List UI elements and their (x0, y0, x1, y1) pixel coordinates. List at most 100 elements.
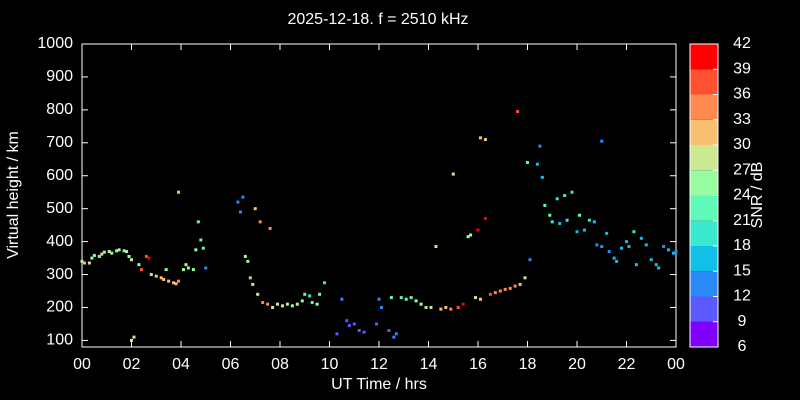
point (181, 268, 185, 272)
point (162, 277, 166, 281)
point (434, 245, 438, 249)
x-tick-label: 18 (519, 356, 537, 373)
point (285, 302, 289, 306)
point (600, 139, 604, 143)
colorbar-bin (690, 220, 718, 246)
point (196, 220, 200, 224)
point (177, 190, 181, 194)
x-tick-label: 22 (618, 356, 636, 373)
point (177, 279, 181, 283)
point (672, 251, 676, 255)
point (362, 330, 366, 334)
point (194, 248, 198, 252)
point (323, 281, 327, 285)
point (639, 236, 643, 240)
point (577, 213, 581, 217)
point (315, 302, 319, 306)
point (627, 245, 631, 249)
y-tick-label: 700 (46, 134, 73, 151)
y-tick-label: 500 (46, 200, 73, 217)
point (243, 254, 247, 258)
point (154, 274, 158, 278)
point (540, 175, 544, 179)
point (449, 307, 453, 311)
point (483, 217, 487, 221)
y-tick-label: 400 (46, 233, 73, 250)
point (246, 259, 250, 263)
point (241, 195, 245, 199)
point (625, 240, 628, 244)
x-tick-label: 00 (73, 356, 91, 373)
colorbar-tick-label: 12 (733, 288, 751, 305)
y-tick-label: 100 (46, 332, 73, 349)
point (612, 256, 616, 260)
point (476, 228, 480, 232)
point (414, 299, 418, 303)
colorbar-bin (690, 246, 718, 272)
point (125, 249, 129, 253)
x-tick-label: 12 (370, 356, 388, 373)
point (87, 261, 91, 265)
colorbar-tick-label: 18 (733, 237, 751, 254)
point (474, 296, 478, 300)
point (248, 276, 252, 280)
point (164, 268, 168, 272)
point (280, 304, 284, 308)
point (130, 338, 133, 342)
point (253, 207, 257, 211)
point (90, 256, 94, 260)
point (251, 282, 255, 286)
point (127, 254, 131, 258)
point (595, 243, 599, 247)
point (271, 305, 275, 309)
point (526, 161, 529, 165)
colorbar-bin (690, 271, 718, 297)
point (199, 238, 203, 242)
point (174, 282, 178, 286)
point (276, 302, 280, 306)
point (493, 291, 497, 295)
point (662, 245, 666, 249)
colorbar-tick-label: 39 (733, 60, 751, 77)
point (100, 252, 104, 256)
point (592, 220, 596, 224)
point (107, 249, 111, 253)
point (451, 172, 455, 176)
point (548, 213, 552, 217)
point (149, 273, 153, 277)
point (535, 162, 539, 166)
point (130, 258, 133, 262)
point (147, 256, 151, 260)
colorbar-bin (690, 44, 718, 70)
point (649, 258, 653, 262)
point (503, 287, 507, 291)
point (632, 230, 636, 234)
point (429, 305, 433, 309)
colorbar-tick-label: 30 (733, 136, 751, 153)
point (122, 249, 126, 253)
colorbar-bin (690, 296, 718, 322)
point (172, 281, 176, 285)
x-tick-label: 00 (667, 356, 685, 373)
point (201, 246, 205, 250)
point (295, 302, 299, 306)
y-tick-label: 200 (46, 299, 73, 316)
point (674, 249, 678, 253)
y-tick-label: 1000 (37, 35, 73, 52)
colorbar-bin (690, 321, 718, 347)
point (409, 296, 413, 300)
point (80, 259, 84, 263)
point (102, 250, 106, 254)
point (92, 253, 96, 257)
colorbar-bin (690, 170, 718, 196)
point (419, 302, 423, 306)
point (550, 220, 554, 224)
point (303, 292, 307, 296)
point (318, 292, 322, 296)
point (159, 276, 163, 280)
colorbar-tick-label: 42 (733, 35, 751, 52)
point (144, 254, 148, 258)
point (607, 249, 611, 253)
point (605, 231, 609, 235)
